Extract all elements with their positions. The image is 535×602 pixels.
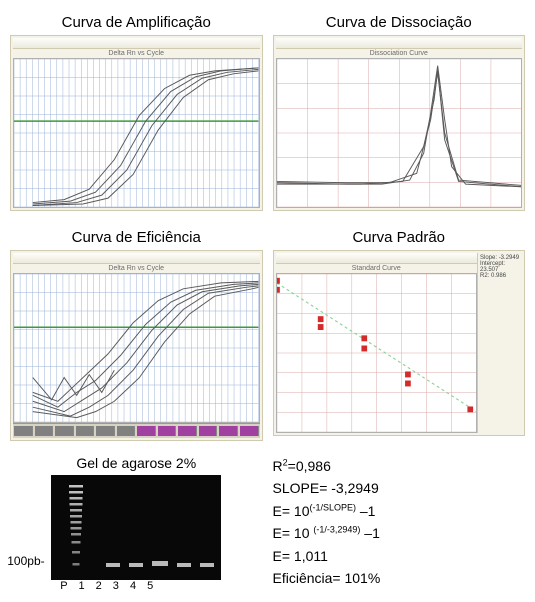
gel-lane-labels: P 1 2 3 4 5: [42, 580, 230, 592]
diss-title: Curva de Dissociação: [273, 14, 526, 31]
gel-image: [51, 475, 221, 580]
amp-toolbar: [13, 38, 260, 49]
amp-subtitle: Delta Rn vs Cycle: [13, 49, 260, 58]
std-chart: Standard Curve Slope: -3.2949 Intercept:…: [273, 250, 526, 436]
eff-chart: Delta Rn vs Cycle: [10, 250, 263, 441]
legend-r2: 0.986: [491, 273, 506, 279]
diss-toolbar: [276, 38, 523, 49]
std-subtitle: Standard Curve: [276, 264, 478, 273]
std-title: Curva Padrão: [273, 229, 526, 246]
eff-toolbar: [13, 253, 260, 264]
gel-100bp-label: 100pb-: [7, 554, 44, 568]
std-legend: Slope: -3.2949 Intercept: 23.507 R2: 0.9…: [477, 253, 522, 433]
stat-e2: E= 10: [273, 525, 314, 541]
eff-title: Curva de Eficiência: [10, 229, 263, 246]
gel-title: Gel de agarose 2%: [10, 455, 263, 471]
eff-palette: [13, 423, 260, 438]
stat-slope: SLOPE= -3,2949: [273, 477, 526, 499]
eff-subtitle: Delta Rn vs Cycle: [13, 264, 260, 273]
diss-chart: Dissociation Curve: [273, 35, 526, 211]
diss-subtitle: Dissociation Curve: [276, 49, 523, 58]
amp-title: Curva de Amplificação: [10, 14, 263, 31]
stat-e3: E= 1,011: [273, 545, 526, 567]
std-toolbar: [276, 253, 478, 264]
stat-r2: R: [273, 458, 283, 474]
amp-chart: Delta Rn vs Cycle: [10, 35, 263, 211]
stat-e1: E= 10: [273, 503, 310, 519]
stat-eff: Eficiência= 101%: [273, 567, 526, 589]
stats-block: R2=0,986 SLOPE= -3,2949 E= 10(-1/SLOPE) …: [273, 455, 526, 589]
